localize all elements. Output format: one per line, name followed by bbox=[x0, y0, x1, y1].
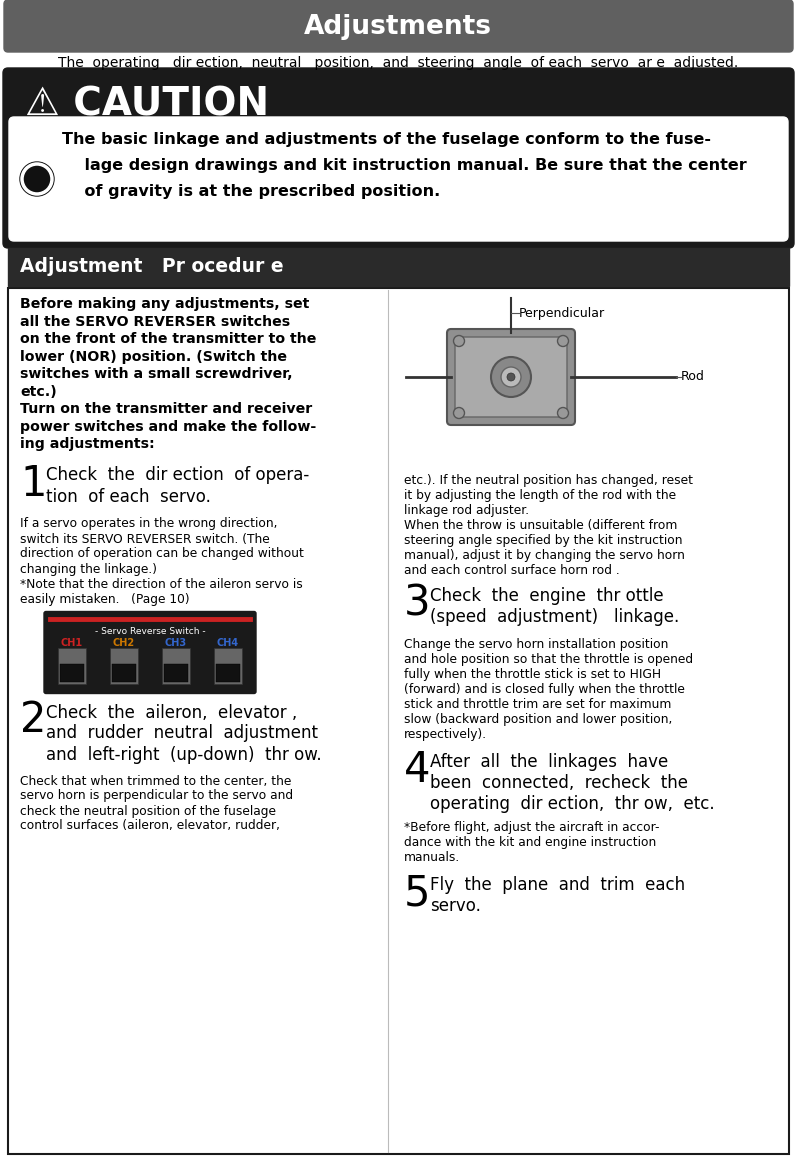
Text: 4: 4 bbox=[404, 749, 430, 791]
Circle shape bbox=[557, 336, 568, 346]
Text: !: ! bbox=[33, 168, 41, 189]
FancyBboxPatch shape bbox=[9, 117, 788, 241]
Circle shape bbox=[453, 408, 465, 418]
Text: slow (backward position and lower position,: slow (backward position and lower positi… bbox=[404, 713, 673, 726]
Text: direction of operation can be changed without: direction of operation can be changed wi… bbox=[20, 547, 304, 560]
Text: etc.). If the neutral position has changed, reset: etc.). If the neutral position has chang… bbox=[404, 474, 693, 487]
Text: fully when the throttle stick is set to HIGH: fully when the throttle stick is set to … bbox=[404, 668, 662, 681]
Text: easily mistaken.   (Page 10): easily mistaken. (Page 10) bbox=[20, 593, 190, 605]
Text: on the front of the transmitter to the: on the front of the transmitter to the bbox=[20, 332, 316, 346]
Text: The  operating   dir ection,  neutral   position,  and  steering  angle  of each: The operating dir ection, neutral positi… bbox=[58, 56, 738, 70]
Circle shape bbox=[453, 336, 465, 346]
FancyBboxPatch shape bbox=[44, 611, 256, 694]
Bar bbox=[60, 664, 84, 681]
Text: 3: 3 bbox=[404, 583, 430, 625]
FancyBboxPatch shape bbox=[447, 329, 575, 425]
Text: Perpendicular: Perpendicular bbox=[519, 307, 605, 320]
Text: CH4: CH4 bbox=[217, 638, 239, 647]
Text: CH2: CH2 bbox=[113, 638, 135, 647]
Text: switch its SERVO REVERSER switch. (The: switch its SERVO REVERSER switch. (The bbox=[20, 532, 269, 545]
Bar bbox=[164, 664, 188, 681]
Bar bbox=[8, 248, 789, 286]
Text: and hole position so that the throttle is opened: and hole position so that the throttle i… bbox=[404, 653, 693, 666]
Text: Adjustment   Pr ocedur e: Adjustment Pr ocedur e bbox=[20, 258, 284, 277]
Bar bbox=[214, 647, 242, 683]
Text: power switches and make the follow-: power switches and make the follow- bbox=[20, 419, 316, 433]
Text: 2: 2 bbox=[20, 700, 46, 741]
Bar bbox=[8, 288, 789, 1154]
Text: ing adjustments:: ing adjustments: bbox=[20, 437, 155, 451]
Text: etc.): etc.) bbox=[20, 385, 57, 399]
Text: of gravity is at the prescribed position.: of gravity is at the prescribed position… bbox=[62, 184, 440, 199]
Text: Check  the  engine  thr ottle: Check the engine thr ottle bbox=[430, 587, 664, 605]
Text: When the throw is unsuitable (different from: When the throw is unsuitable (different … bbox=[404, 519, 677, 532]
Text: Adjustments: Adjustments bbox=[304, 14, 492, 40]
Text: check the neutral position of the fuselage: check the neutral position of the fusela… bbox=[20, 804, 276, 818]
Text: tion  of each  servo.: tion of each servo. bbox=[46, 488, 211, 505]
Text: - Servo Reverse Switch -: - Servo Reverse Switch - bbox=[95, 627, 206, 637]
FancyBboxPatch shape bbox=[3, 69, 794, 248]
Bar bbox=[112, 664, 136, 681]
Text: Check  the  dir ection  of opera-: Check the dir ection of opera- bbox=[46, 466, 309, 485]
Text: stick and throttle trim are set for maximum: stick and throttle trim are set for maxi… bbox=[404, 698, 671, 711]
Bar bbox=[58, 647, 86, 683]
Text: After  all  the  linkages  have: After all the linkages have bbox=[430, 753, 668, 772]
Bar bbox=[216, 664, 240, 681]
Text: Fly  the  plane  and  trim  each: Fly the plane and trim each bbox=[430, 876, 685, 894]
Text: lower (NOR) position. (Switch the: lower (NOR) position. (Switch the bbox=[20, 350, 287, 364]
Bar bbox=[110, 647, 138, 683]
Circle shape bbox=[507, 373, 515, 381]
Text: (speed  adjustment)   linkage.: (speed adjustment) linkage. bbox=[430, 608, 679, 626]
FancyBboxPatch shape bbox=[455, 337, 567, 417]
Text: The basic linkage and adjustments of the fuselage conform to the fuse-: The basic linkage and adjustments of the… bbox=[62, 132, 711, 148]
Text: CH1: CH1 bbox=[61, 638, 83, 647]
Text: and each control surface horn rod .: and each control surface horn rod . bbox=[404, 564, 620, 578]
Text: lage design drawings and kit instruction manual. Be sure that the center: lage design drawings and kit instruction… bbox=[62, 158, 747, 173]
Text: Change the servo horn installation position: Change the servo horn installation posit… bbox=[404, 638, 669, 651]
Text: been  connected,  recheck  the: been connected, recheck the bbox=[430, 774, 688, 792]
Text: If a servo operates in the wrong direction,: If a servo operates in the wrong directi… bbox=[20, 517, 277, 531]
Text: ⚠ CAUTION: ⚠ CAUTION bbox=[25, 86, 269, 124]
Text: linkage rod adjuster.: linkage rod adjuster. bbox=[404, 504, 529, 517]
Text: manual), adjust it by changing the servo horn: manual), adjust it by changing the servo… bbox=[404, 548, 685, 562]
Circle shape bbox=[501, 367, 521, 387]
Text: and  rudder  neutral  adjustment: and rudder neutral adjustment bbox=[46, 724, 318, 743]
Text: steering angle specified by the kit instruction: steering angle specified by the kit inst… bbox=[404, 535, 682, 547]
Text: (forward) and is closed fully when the throttle: (forward) and is closed fully when the t… bbox=[404, 683, 685, 696]
Text: Check that when trimmed to the center, the: Check that when trimmed to the center, t… bbox=[20, 775, 292, 788]
Text: it by adjusting the length of the rod with the: it by adjusting the length of the rod wi… bbox=[404, 489, 676, 502]
Text: Before making any adjustments, set: Before making any adjustments, set bbox=[20, 297, 309, 311]
Text: servo.: servo. bbox=[430, 897, 481, 914]
Bar bbox=[162, 647, 190, 683]
Circle shape bbox=[491, 357, 531, 397]
Text: 1: 1 bbox=[20, 462, 46, 504]
Text: *Note that the direction of the aileron servo is: *Note that the direction of the aileron … bbox=[20, 578, 303, 590]
Text: switches with a small screwdriver,: switches with a small screwdriver, bbox=[20, 367, 292, 381]
Text: all the SERVO REVERSER switches: all the SERVO REVERSER switches bbox=[20, 315, 290, 329]
Text: Check  the  aileron,  elevator ,: Check the aileron, elevator , bbox=[46, 703, 297, 722]
FancyBboxPatch shape bbox=[4, 0, 793, 52]
Text: manuals.: manuals. bbox=[404, 851, 460, 865]
Text: servo horn is perpendicular to the servo and: servo horn is perpendicular to the servo… bbox=[20, 789, 293, 803]
Text: changing the linkage.): changing the linkage.) bbox=[20, 562, 157, 575]
Text: Rod: Rod bbox=[681, 371, 705, 383]
Text: dance with the kit and engine instruction: dance with the kit and engine instructio… bbox=[404, 835, 656, 849]
Text: control surfaces (aileron, elevator, rudder,: control surfaces (aileron, elevator, rud… bbox=[20, 819, 280, 832]
Text: operating  dir ection,  thr ow,  etc.: operating dir ection, thr ow, etc. bbox=[430, 795, 715, 813]
Text: Turn on the transmitter and receiver: Turn on the transmitter and receiver bbox=[20, 402, 312, 416]
Circle shape bbox=[557, 408, 568, 418]
Text: 5: 5 bbox=[404, 872, 430, 914]
Text: CH3: CH3 bbox=[165, 638, 187, 647]
Text: respectively).: respectively). bbox=[404, 729, 487, 741]
Text: and  left-right  (up-down)  thr ow.: and left-right (up-down) thr ow. bbox=[46, 746, 322, 763]
Text: *Before flight, adjust the aircraft in accor-: *Before flight, adjust the aircraft in a… bbox=[404, 822, 659, 834]
Circle shape bbox=[20, 162, 54, 196]
